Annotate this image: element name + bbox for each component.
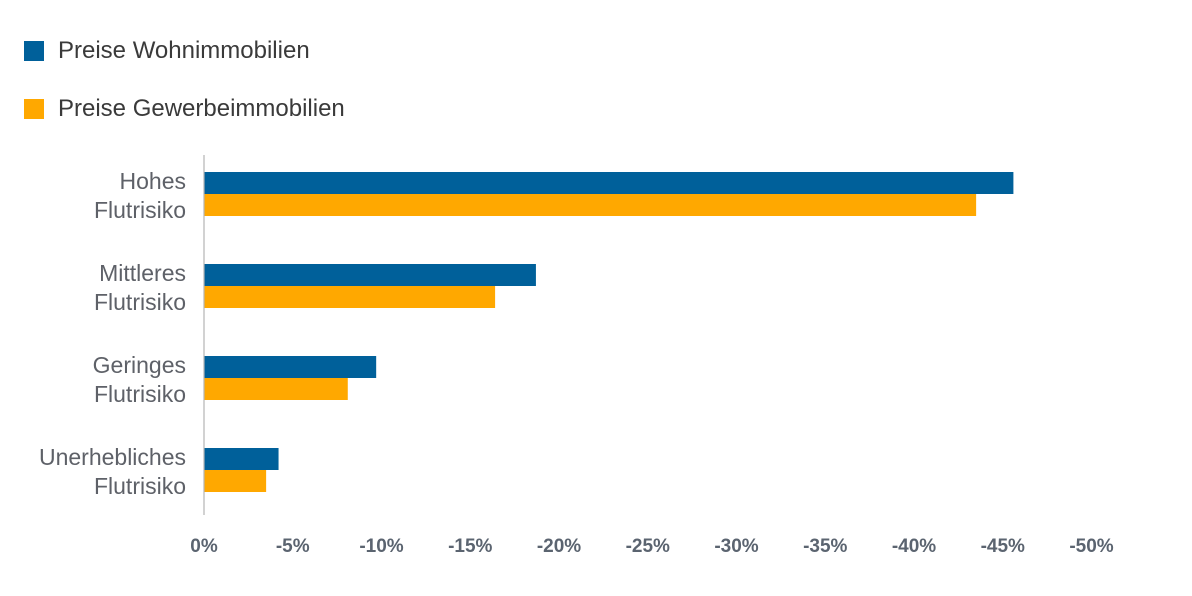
bar-gewerbe-2 <box>204 378 348 400</box>
bar-gewerbe-0 <box>204 194 977 216</box>
bar-gewerbe-1 <box>204 286 496 308</box>
x-tick-label-8: -40% <box>892 536 936 557</box>
x-tick-label-1: -5% <box>276 536 310 557</box>
category-label-2-0: Geringes <box>93 352 186 378</box>
bar-wohn-0 <box>204 172 1014 194</box>
x-tick-label-10: -50% <box>1069 536 1113 557</box>
legend-swatch-gewerbeimmobilien <box>24 99 44 119</box>
bar-wohn-2 <box>204 356 377 378</box>
x-tick-label-7: -35% <box>803 536 847 557</box>
legend: Preise Wohnimmobilien Preise Gewerbeimmo… <box>24 36 345 152</box>
x-tick-label-3: -15% <box>448 536 492 557</box>
category-label-0-0: Hohes <box>120 168 186 194</box>
category-label-2-1: Flutrisiko <box>94 381 186 407</box>
x-tick-label-0: 0% <box>190 536 218 557</box>
legend-label-wohnimmobilien: Preise Wohnimmobilien <box>58 37 310 64</box>
category-label-0-1: Flutrisiko <box>94 197 186 223</box>
bar-wohn-3 <box>204 448 279 470</box>
category-label-3-0: Unerhebliches <box>39 444 186 470</box>
x-tick-label-4: -20% <box>537 536 581 557</box>
bar-wohn-1 <box>204 264 536 286</box>
legend-item-gewerbeimmobilien: Preise Gewerbeimmobilien <box>24 94 345 124</box>
category-label-3-1: Flutrisiko <box>94 473 186 499</box>
x-tick-label-9: -45% <box>981 536 1025 557</box>
legend-swatch-wohnimmobilien <box>24 41 44 61</box>
category-label-1-1: Flutrisiko <box>94 289 186 315</box>
bar-gewerbe-3 <box>204 470 267 492</box>
legend-item-wohnimmobilien: Preise Wohnimmobilien <box>24 36 345 66</box>
legend-label-gewerbeimmobilien: Preise Gewerbeimmobilien <box>58 95 345 122</box>
x-tick-label-5: -25% <box>626 536 670 557</box>
category-label-1-0: Mittleres <box>99 260 186 286</box>
x-tick-label-6: -30% <box>714 536 758 557</box>
x-tick-label-2: -10% <box>359 536 403 557</box>
